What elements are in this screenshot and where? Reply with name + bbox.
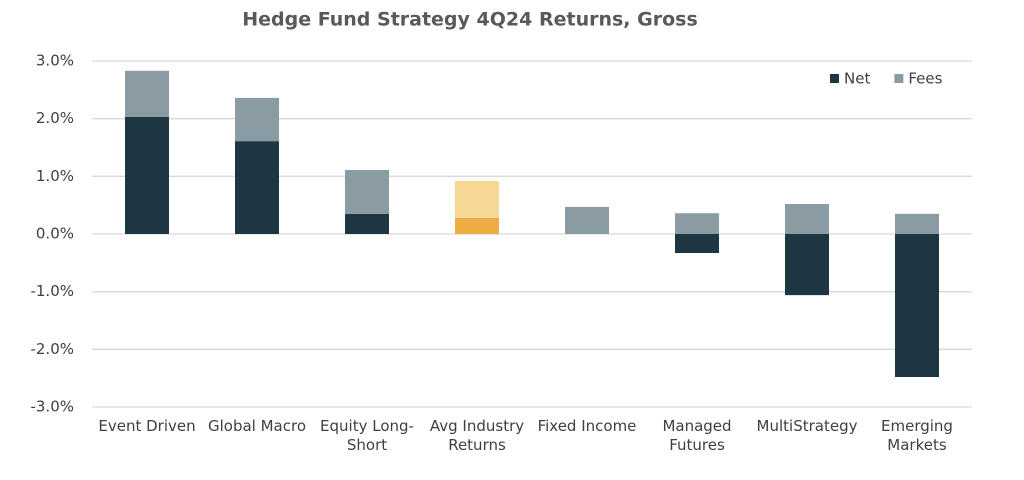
- bar-segment: [455, 180, 499, 218]
- x-tick-label: Event Driven: [98, 417, 196, 435]
- bar-segment: [125, 116, 169, 234]
- y-tick-label: -1.0%: [30, 282, 74, 300]
- y-tick-label: 1.0%: [36, 167, 74, 185]
- y-tick-label: -2.0%: [30, 340, 74, 358]
- bar-segment: [235, 97, 279, 142]
- chart-title: Hedge Fund Strategy 4Q24 Returns, Gross: [242, 9, 698, 31]
- x-tick-label: Fixed Income: [537, 417, 637, 435]
- x-tick-label: Global Macro: [207, 417, 306, 435]
- y-tick-label: -3.0%: [30, 398, 74, 416]
- y-tick-label: 2.0%: [36, 109, 74, 127]
- bar-segment: [675, 234, 719, 254]
- x-tick-label: Equity Long-Short: [320, 417, 414, 454]
- bar-segment: [125, 70, 169, 117]
- bar-segment: [895, 213, 939, 234]
- bar-segment: [455, 217, 499, 234]
- bar-segment: [675, 213, 719, 234]
- legend-swatch: [830, 74, 839, 83]
- x-tick-label: Emerging Markets: [881, 417, 953, 454]
- bar-segment: [345, 213, 389, 234]
- bar-segment: [895, 234, 939, 378]
- legend-label: Fees: [908, 70, 942, 88]
- x-tick-label: Avg Industry Returns: [429, 417, 525, 454]
- bar-segment: [785, 234, 829, 296]
- bar-segment: [565, 206, 609, 234]
- y-tick-label: 3.0%: [36, 52, 74, 70]
- bar-segment: [345, 169, 389, 214]
- y-tick-label: 0.0%: [36, 225, 74, 243]
- bar-segment: [235, 141, 279, 234]
- bar-segment: [785, 204, 829, 234]
- legend-swatch: [894, 74, 904, 83]
- legend-label: Net: [844, 70, 870, 88]
- x-tick-label: MultiStrategy: [756, 417, 858, 435]
- x-tick-label: Managed Futures: [662, 417, 732, 454]
